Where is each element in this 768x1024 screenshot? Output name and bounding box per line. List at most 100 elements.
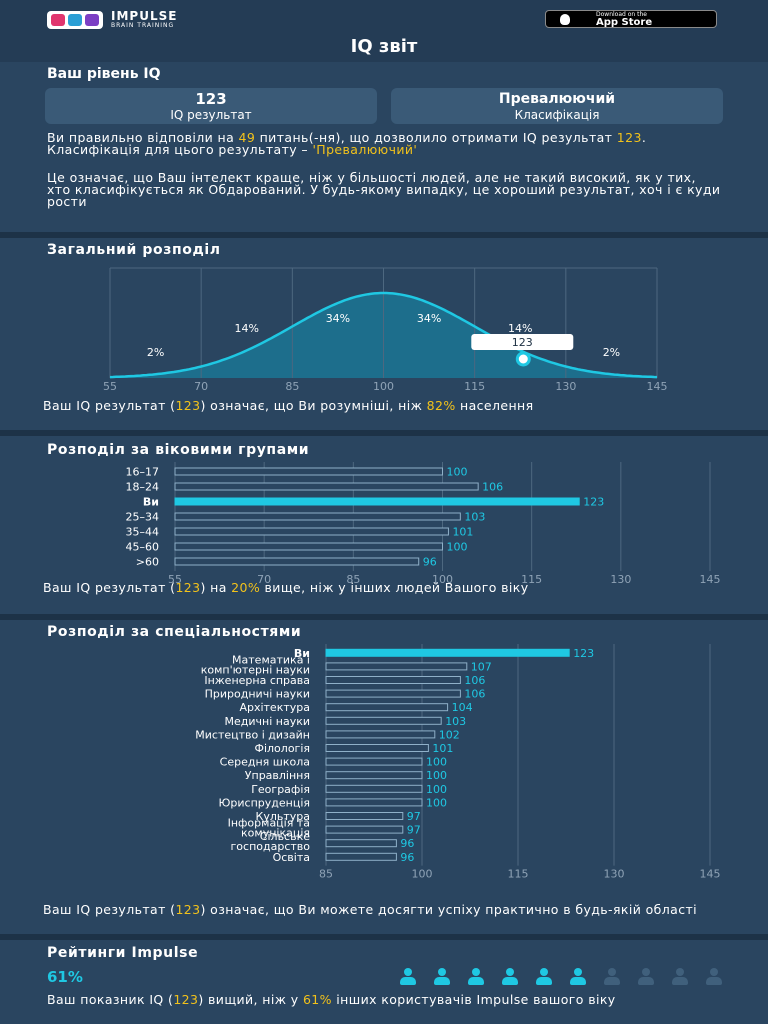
bar-value-label: 100 (447, 466, 468, 479)
brand-tagline: BRAIN TRAINING (111, 22, 175, 29)
person-icon (704, 968, 724, 988)
category-label: Філологія (255, 742, 311, 755)
category-label: Природничі науки (205, 688, 310, 701)
brand-name: IMPULSE (111, 9, 178, 23)
x-tick-label: 130 (610, 573, 631, 586)
bar-value-label: 101 (452, 526, 473, 539)
bar (325, 730, 436, 739)
category-label: Ви (143, 496, 159, 509)
category-label: Ви (294, 647, 310, 660)
x-tick-label: 145 (700, 573, 721, 586)
category-label: комп'ютерні науки (201, 663, 310, 676)
category-label: Юриспруденція (219, 796, 310, 809)
bar-value-label: 100 (447, 541, 468, 554)
rating-caption: Ваш показник IQ (123) вищий, ніж у 61% і… (47, 992, 616, 1007)
band-percent-label: 14% (235, 322, 259, 335)
person-icon (670, 968, 690, 988)
bar-value-label: 96 (400, 837, 414, 850)
bar (325, 716, 442, 725)
impulse-logo-icon (47, 11, 103, 29)
rating-section: Рейтинги Impulse 61% Ваш показник IQ (12… (0, 940, 768, 1024)
category-label: Освіта (273, 851, 310, 864)
x-tick-label: 115 (508, 868, 529, 881)
category-label: Сільське (260, 830, 310, 843)
bar-value-label: 97 (407, 824, 421, 837)
bar-value-label: 106 (464, 688, 485, 701)
x-tick-label: 130 (604, 868, 625, 881)
category-label: Середня школа (220, 756, 310, 769)
category-label: Інженерна справа (204, 674, 310, 687)
x-tick-label: 100 (412, 868, 433, 881)
person-icon (602, 968, 622, 988)
classification-value: Превалюючий (498, 91, 616, 107)
category-label: Архітектура (239, 701, 310, 714)
bar (325, 784, 423, 793)
bar-value-label: 97 (407, 810, 421, 823)
bell-curve-line (109, 291, 658, 379)
category-label: Культура (256, 810, 310, 823)
marker-tooltip-value: 123 (512, 336, 533, 349)
bar-highlight (174, 497, 580, 506)
bar (325, 744, 429, 752)
rating-heading: Рейтинги Impulse (47, 945, 199, 961)
person-icon (568, 968, 588, 988)
bar-value-label: 96 (423, 556, 437, 569)
bar (325, 839, 397, 848)
level-section: Ваш рівень IQ 123 IQ результат Превалююч… (0, 62, 768, 232)
rating-people-row (398, 968, 724, 988)
classification-caption: Класифікація (514, 108, 600, 122)
bar (325, 798, 423, 807)
person-icon (500, 968, 520, 988)
category-label: 25–34 (126, 511, 160, 524)
band-percent-label: 14% (508, 322, 532, 335)
x-tick-label: 145 (700, 868, 721, 881)
header: IMPULSE BRAIN TRAINING Download on the A… (0, 0, 768, 62)
app-store-line1: Download on the (596, 11, 647, 18)
person-icon (398, 968, 418, 988)
bar-value-label: 123 (573, 647, 594, 660)
x-tick-label: 145 (647, 380, 668, 393)
bar-value-label: 106 (464, 674, 485, 687)
bar (174, 467, 443, 476)
page-title: IQ звіт (350, 36, 418, 57)
classification-card: Превалюючий Класифікація (391, 88, 723, 124)
category-label: господарство (231, 840, 311, 853)
x-tick-label: 70 (257, 573, 271, 586)
x-tick-label: 85 (319, 868, 333, 881)
app-store-button[interactable]: Download on the App Store (545, 10, 717, 28)
category-label: Географія (251, 783, 310, 796)
bar (174, 557, 420, 566)
category-label: 45–60 (126, 541, 160, 554)
profession-bar-chart: 85 100 115 130 145 Ви 123 Математика ікомп'ютер… (195, 644, 721, 881)
age-heading: Розподіл за віковими групами (47, 442, 310, 458)
distribution-heading: Загальний розподіл (47, 242, 221, 258)
distribution-section: Загальний розподіл 55 70 85 100 115 130 145 2% 1… (0, 238, 768, 430)
score-value: 123 (195, 90, 227, 108)
score-marker-dot (515, 351, 531, 367)
bar (174, 542, 443, 551)
category-label: Медичні науки (225, 715, 311, 728)
brand-logo[interactable]: IMPULSE BRAIN TRAINING (47, 10, 177, 30)
x-tick-label: 100 (373, 380, 394, 393)
profession-section: Розподіл за спеціальностями 85 100 115 130 1… (0, 620, 768, 934)
x-tick-label: 85 (346, 573, 360, 586)
x-tick-label: 115 (464, 380, 485, 393)
bar-value-label: 106 (482, 481, 503, 494)
profession-heading: Розподіл за спеціальностями (47, 624, 302, 640)
bar (325, 662, 468, 671)
bar-value-label: 102 (439, 728, 460, 741)
level-paragraph-1: Ви правильно відповіли на 49 питань(-ня)… (47, 130, 647, 157)
category-label: комунікація (241, 827, 310, 840)
bar (325, 852, 397, 861)
person-icon (534, 968, 554, 988)
category-label: Інформація та (228, 817, 310, 830)
bar-value-label: 103 (445, 715, 466, 728)
x-tick-label: 115 (521, 573, 542, 586)
rating-percent: 61% (47, 968, 83, 986)
person-icon (466, 968, 486, 988)
band-percent-label: 34% (326, 312, 350, 325)
x-tick-label: 100 (432, 573, 453, 586)
bar-value-label: 107 (471, 660, 492, 673)
band-percent-label: 2% (603, 346, 620, 359)
bar-value-label: 100 (426, 783, 447, 796)
